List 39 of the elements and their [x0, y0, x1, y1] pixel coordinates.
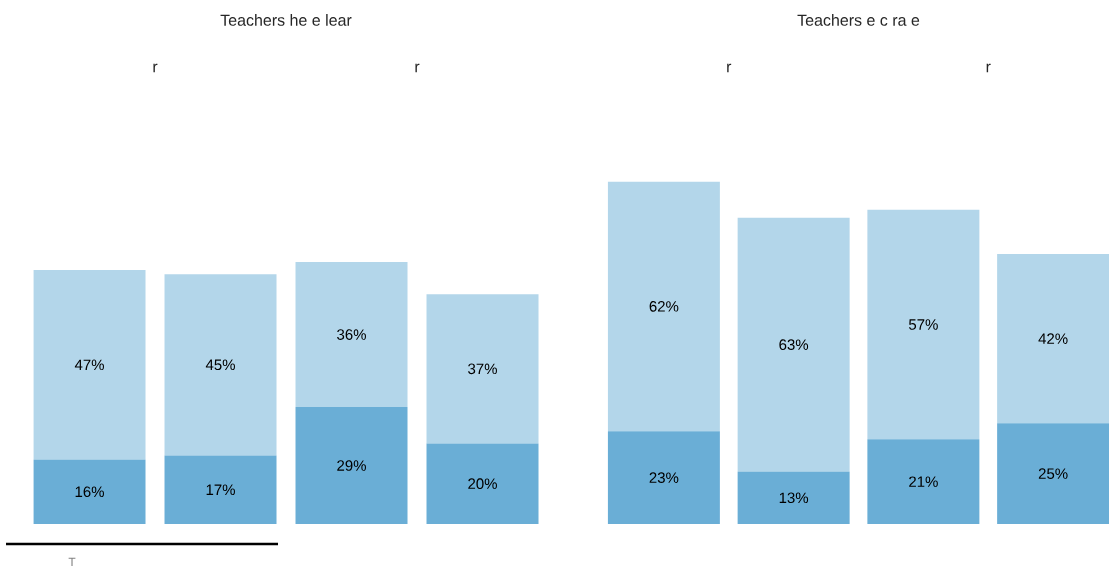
bar — [33, 270, 146, 460]
bar — [164, 455, 277, 524]
data-label: 47% — [74, 359, 104, 371]
bar — [607, 431, 720, 524]
bar — [426, 443, 539, 524]
bar — [164, 274, 277, 456]
data-label: 21% — [909, 476, 938, 487]
bar — [295, 262, 408, 408]
bar — [737, 217, 850, 472]
data-label: 29% — [337, 460, 366, 471]
data-label: 25% — [1038, 468, 1068, 479]
bar — [737, 471, 850, 524]
data-label: 45% — [205, 359, 235, 371]
text: T — [68, 557, 76, 567]
bar — [426, 294, 539, 444]
data-label: 20% — [468, 478, 497, 489]
data-label: 63% — [779, 339, 809, 350]
bar — [607, 181, 720, 432]
bar — [997, 253, 1110, 424]
bar — [997, 423, 1110, 524]
chart-title: Teachers e c ra e — [797, 14, 920, 26]
data-label: 17% — [206, 484, 235, 495]
text: r — [415, 63, 420, 73]
text: r — [986, 63, 991, 73]
text: r — [727, 63, 732, 73]
data-label: 42% — [1038, 333, 1068, 344]
bar — [33, 459, 146, 524]
data-label: 36% — [337, 329, 366, 340]
data-label: 13% — [779, 492, 809, 504]
text: r — [153, 63, 158, 73]
bar — [867, 439, 980, 524]
chart-title: Teachers he e lear — [220, 14, 352, 26]
data-label: 57% — [908, 319, 938, 330]
data-label: 62% — [649, 301, 679, 312]
data-label: 23% — [649, 472, 679, 483]
data-label: 16% — [75, 486, 104, 498]
bar — [867, 209, 980, 440]
data-label: 37% — [468, 363, 497, 375]
bar — [295, 407, 408, 524]
